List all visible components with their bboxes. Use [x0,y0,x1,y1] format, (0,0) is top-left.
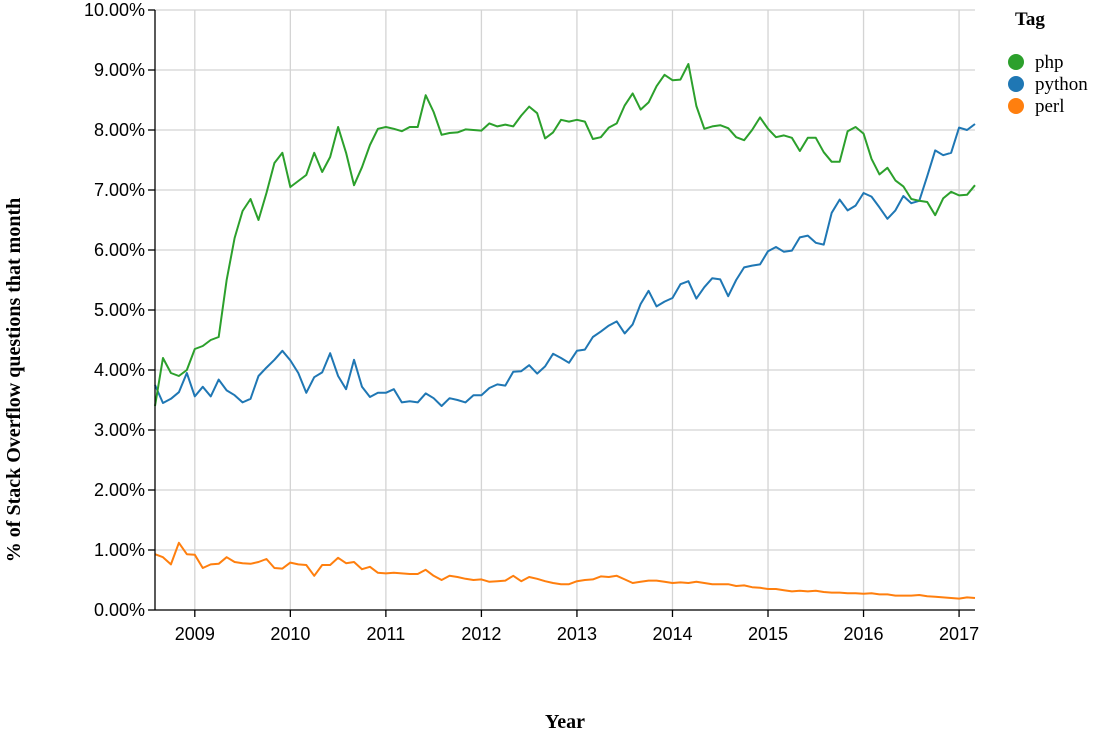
legend-swatch-php [1008,54,1024,70]
y-tick-label: 3.00% [94,420,145,440]
y-tick-label: 9.00% [94,60,145,80]
gridlines [155,9,975,611]
series-lines [154,63,976,600]
x-axis-title: Year [545,711,585,730]
legend-label-php: php [1035,52,1064,73]
legend-swatch-perl [1008,98,1024,114]
x-tick-label: 2016 [844,624,884,644]
y-tick-label: 1.00% [94,540,145,560]
x-tick-label: 2013 [557,624,597,644]
y-tick-label: 6.00% [94,240,145,260]
x-tick-label: 2011 [367,624,406,644]
x-tick-label: 2009 [175,624,215,644]
series-line-python [154,123,976,407]
y-tick-label: 4.00% [94,360,145,380]
x-tick-label: 2012 [461,624,501,644]
y-tick-label: 10.00% [84,0,145,20]
series-line-perl [154,541,976,600]
x-tick-labels: 2009 2010 2011 2012 2013 2014 2015 2016 2017 [175,610,979,644]
y-axis-title: % of Stack Overflow questions that month [3,198,25,562]
y-tick-label: 8.00% [94,120,145,140]
y-tick-labels: 0.00% 1.00% 2.00% 3.00% 4.00% 5.00% 6.00% 7.00%… [84,0,155,620]
series-line-php [154,63,976,407]
x-tick-label: 2015 [748,624,788,644]
y-tick-label: 5.00% [94,300,145,320]
legend-label-python: python [1035,74,1088,95]
x-tick-label: 2017 [939,624,979,644]
legend-swatch-python [1008,76,1024,92]
y-tick-label: 7.00% [94,180,145,200]
x-tick-label: 2014 [652,624,692,644]
y-tick-label: 0.00% [94,600,145,620]
y-tick-label: 2.00% [94,480,145,500]
legend-title: Tag [1015,9,1045,30]
x-tick-label: 2010 [270,624,310,644]
legend-label-perl: perl [1035,96,1065,117]
